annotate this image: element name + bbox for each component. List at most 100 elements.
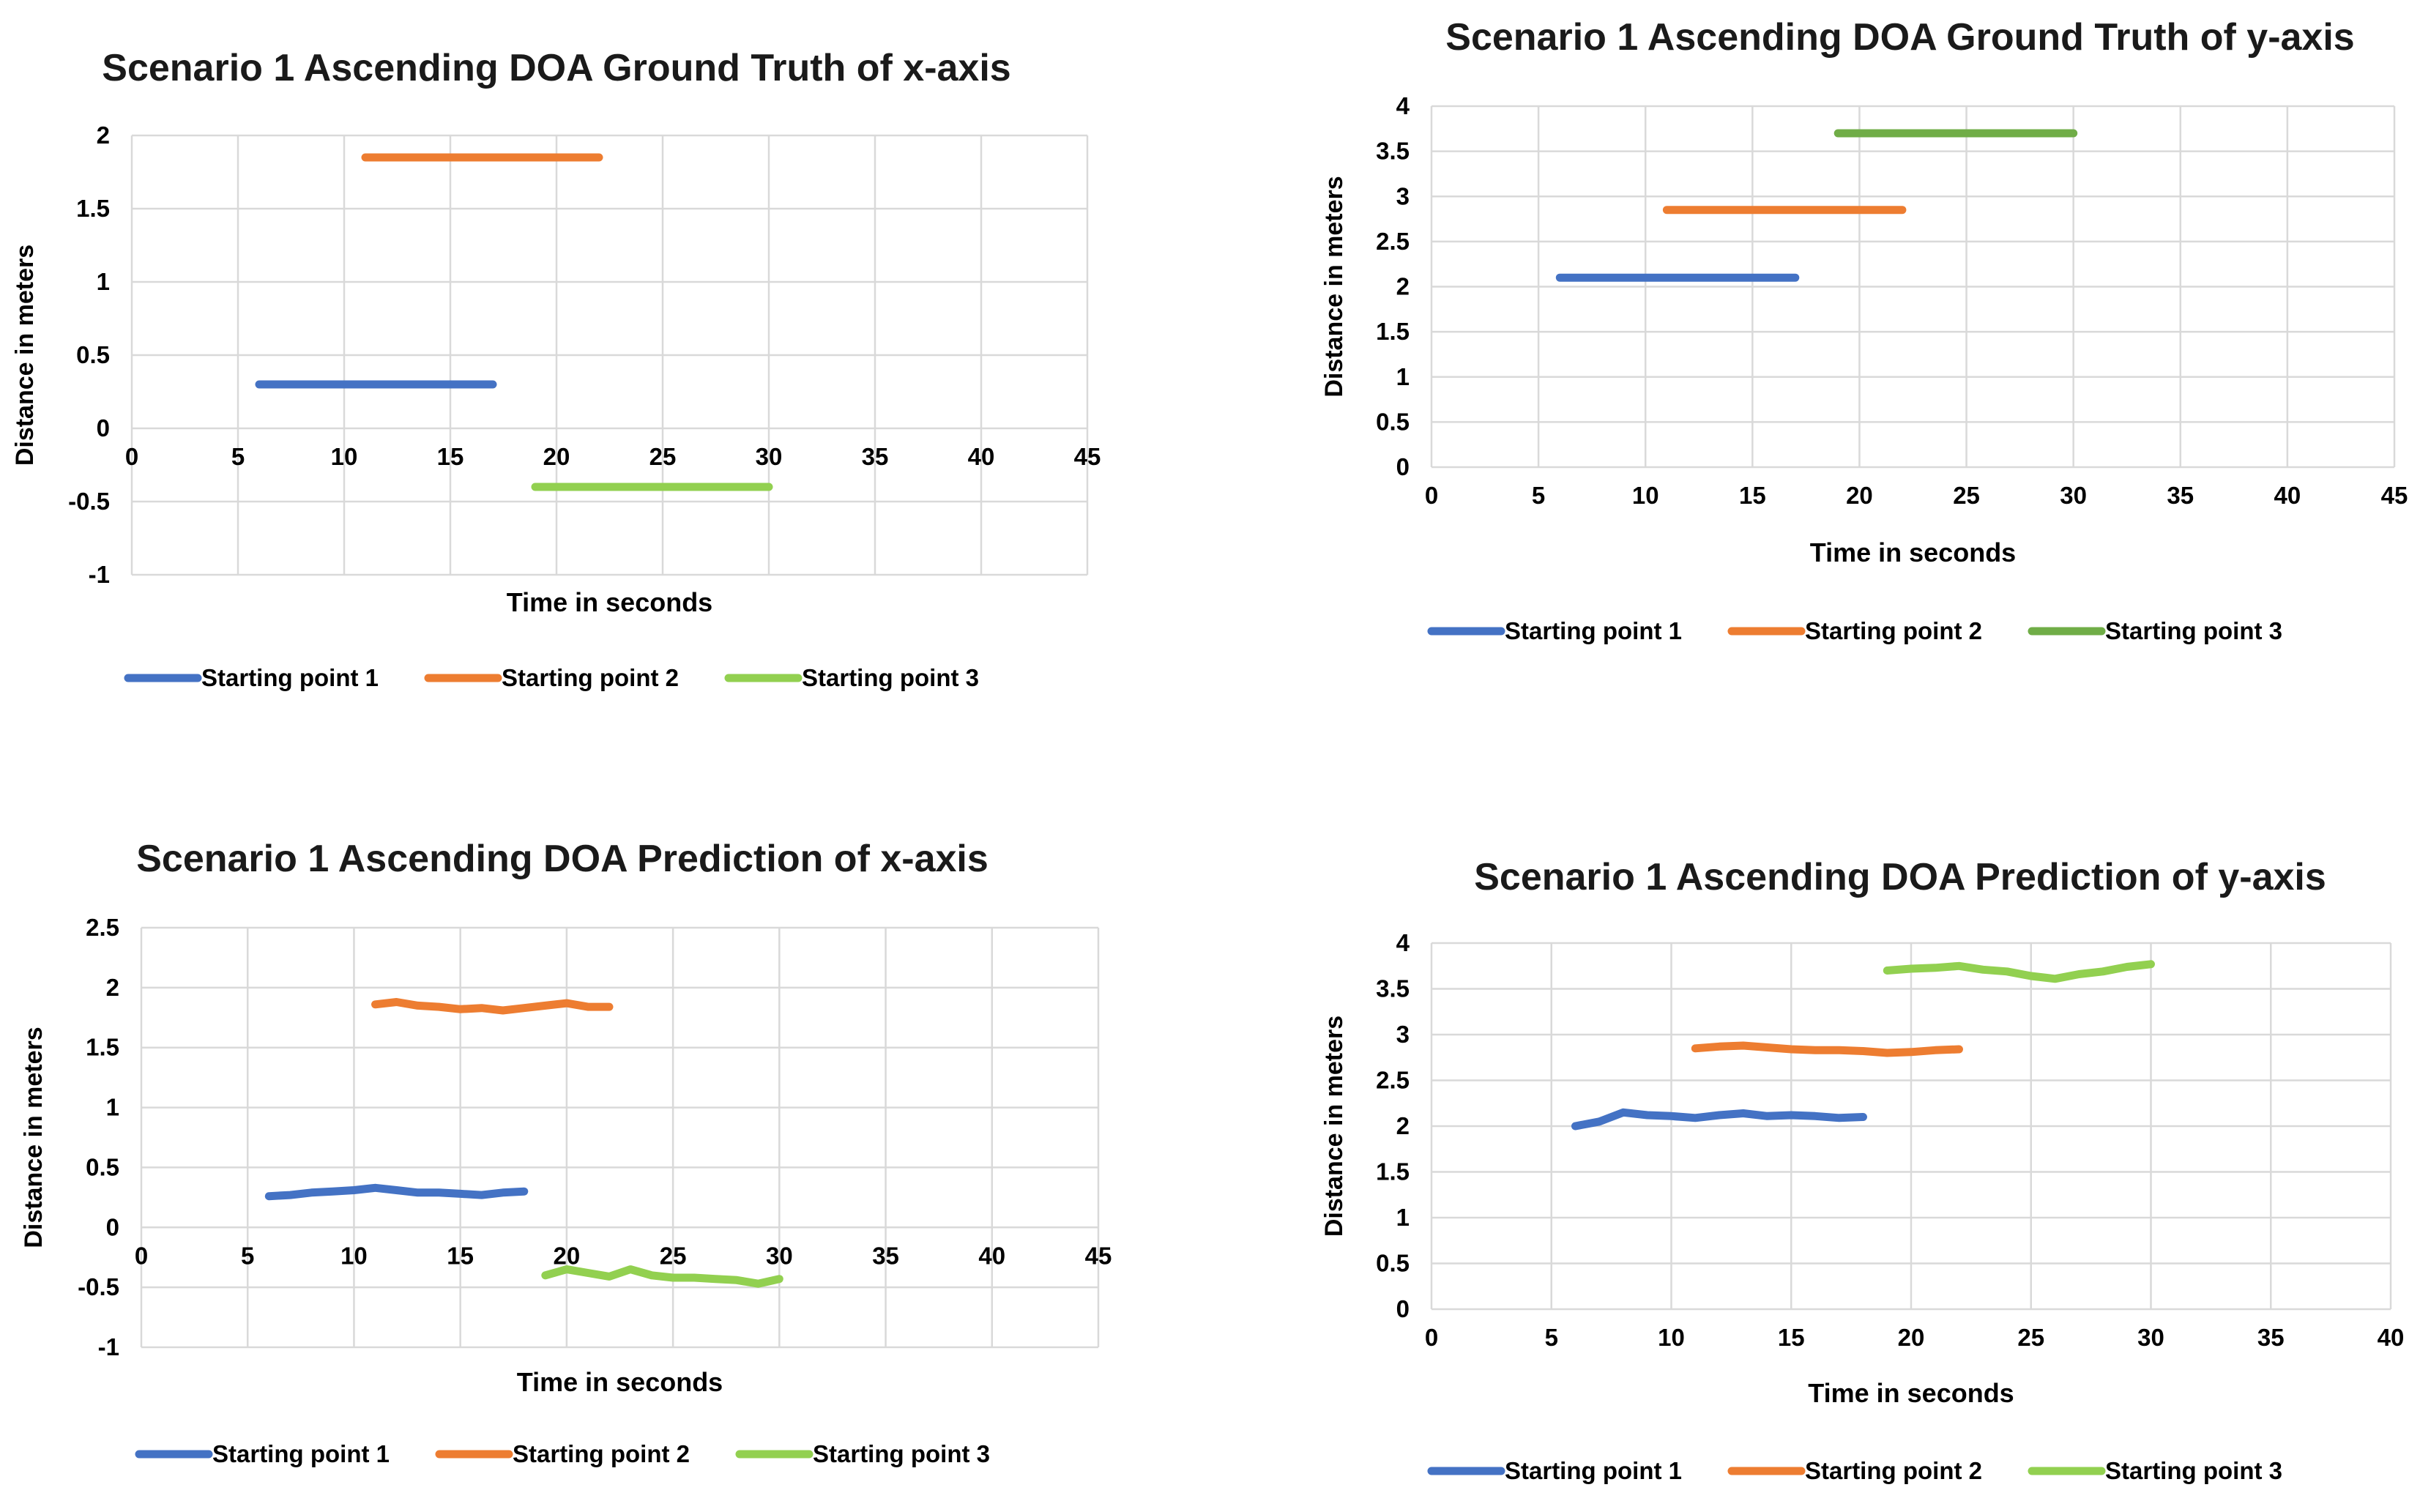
y-tick-label: 1	[1396, 363, 1410, 390]
y-axis-label: Distance in meters	[20, 1027, 48, 1248]
legend-label-3: Starting point 3	[813, 1440, 990, 1467]
x-tick-label: 5	[231, 443, 245, 470]
y-tick-label: 3	[1396, 182, 1410, 209]
y-tick-label: 0	[1396, 1295, 1410, 1322]
y-tick-label: 1	[106, 1094, 119, 1121]
legend-label-1: Starting point 1	[1505, 1457, 1682, 1484]
y-tick-label: 2	[106, 974, 119, 1001]
y-tick-label: 0.5	[1376, 408, 1410, 435]
x-tick-label: 25	[2017, 1324, 2044, 1351]
x-tick-label: 35	[2257, 1324, 2285, 1351]
y-tick-label: -1	[89, 561, 110, 588]
x-tick-label: 45	[2381, 482, 2408, 509]
y-tick-label: 2.5	[1376, 228, 1410, 255]
series-line-1	[1571, 1108, 1867, 1131]
x-tick-label: 30	[2137, 1324, 2164, 1351]
y-tick-label: 1.5	[76, 195, 110, 222]
y-axis-label: Distance in meters	[11, 245, 39, 466]
y-tick-label: -0.5	[68, 488, 110, 515]
chart-x-ground-truth: 2 1.5 1 0.5 0 -0.5 -1 0 5 10 15 20 25 30 35 40 45 Scenari…	[0, 0, 1113, 721]
legend-label-3: Starting point 3	[2105, 617, 2282, 644]
chart-svg: 2.5 2 1.5 1 0.5 0 -0.5 -1 0 5 10 15 20 25 30 35 40 45 Scen…	[20, 838, 1112, 1467]
x-tick-label: 40	[968, 443, 995, 470]
x-axis-label: Time in seconds	[1808, 1378, 2014, 1408]
x-tick-label: 25	[660, 1242, 687, 1269]
chart-svg: 4 3.5 3 2.5 2 1.5 1 0.5 00 5 10 15 20 25 30 35 40 Scenari…	[1320, 856, 2404, 1484]
x-tick-label: 30	[766, 1242, 793, 1269]
y-axis-label: Distance in meters	[1320, 176, 1348, 397]
y-tick-label: 1	[97, 268, 110, 295]
x-tick-label: 30	[756, 443, 783, 470]
y-tick-label: 0.5	[86, 1153, 119, 1180]
x-tick-label: 0	[1425, 1324, 1438, 1351]
x-tick-label: 10	[1658, 1324, 1685, 1351]
chart-title: Scenario 1 Ascending DOA Prediction of y…	[1474, 856, 2326, 898]
legend-label-1: Starting point 1	[201, 664, 379, 691]
legend-label-2: Starting point 2	[1805, 1457, 1982, 1484]
y-tick-label: 4	[1396, 92, 1410, 119]
y-tick-label: 3.5	[1376, 975, 1410, 1002]
legend-label-1: Starting point 1	[212, 1440, 390, 1467]
y-tick-label: 2	[97, 122, 110, 149]
chart-title: Scenario 1 Ascending DOA Prediction of x…	[136, 838, 989, 880]
x-axis-label: Time in seconds	[507, 587, 712, 617]
chart-title: Scenario 1 Ascending DOA Ground Truth of…	[102, 47, 1010, 89]
y-tick-label: 3	[1396, 1021, 1410, 1048]
series-line-3	[1883, 960, 2155, 983]
x-tick-label: 5	[241, 1242, 254, 1269]
series-line-2	[1691, 1041, 1963, 1057]
y-tick-label: 0	[1396, 453, 1410, 480]
y-tick-label: 4	[1396, 929, 1410, 956]
chart-y-ground-truth: 4 3.5 3 2.5 2 1.5 1 0.5 0 0 5 10 15 20 25 30 35 40 45 Scena…	[1289, 0, 2420, 685]
chart-svg: 4 3.5 3 2.5 2 1.5 1 0.5 00 5 10 15 20 25 30 35 40 45 Scena…	[1320, 16, 2408, 644]
x-tick-label: 20	[1898, 1324, 1925, 1351]
legend-label-1: Starting point 1	[1505, 617, 1682, 644]
x-tick-label: 10	[340, 1242, 368, 1269]
x-tick-label: 45	[1085, 1242, 1112, 1269]
x-tick-label: 40	[2274, 482, 2301, 509]
y-tick-label: 2.5	[1376, 1067, 1410, 1094]
series-line-2	[371, 998, 614, 1015]
chart-y-prediction: 4 3.5 3 2.5 2 1.5 1 0.5 0 0 5 10 15 20 25 30 35 40 Scenari…	[1289, 805, 2420, 1506]
x-tick-label: 20	[543, 443, 570, 470]
legend-label-2: Starting point 2	[513, 1440, 690, 1467]
legend-label-2: Starting point 2	[1805, 617, 1982, 644]
chart-svg: 2 1.5 1 0.5 0 -0.5 -1 0 5 10 15 20 25 30 35 40 45 Scenari…	[11, 47, 1101, 691]
legend-label-3: Starting point 3	[2105, 1457, 2282, 1484]
y-tick-label: 0.5	[1376, 1250, 1410, 1277]
x-tick-label: 15	[437, 443, 464, 470]
x-tick-label: 35	[2167, 482, 2194, 509]
x-tick-label: 20	[1846, 482, 1873, 509]
chart-x-prediction: 2.5 2 1.5 1 0.5 0 -0.5 -1 0 5 10 15 20 25 30 35 40 45 Scen…	[0, 791, 1113, 1512]
x-tick-label: 5	[1532, 482, 1545, 509]
x-tick-label: 15	[1739, 482, 1766, 509]
x-tick-label: 15	[447, 1242, 474, 1269]
x-tick-label: 10	[331, 443, 358, 470]
x-axis-label: Time in seconds	[1810, 537, 2016, 567]
y-tick-label: 1.5	[1376, 318, 1410, 345]
y-tick-label: -0.5	[78, 1273, 119, 1300]
y-tick-label: -1	[98, 1333, 119, 1360]
x-tick-label: 35	[862, 443, 889, 470]
y-tick-label: 0	[106, 1213, 119, 1240]
legend-label-3: Starting point 3	[802, 664, 979, 691]
series-line-1	[264, 1183, 529, 1201]
x-tick-label: 35	[872, 1242, 899, 1269]
y-axis-label: Distance in meters	[1320, 1016, 1348, 1237]
chart-title: Scenario 1 Ascending DOA Ground Truth of…	[1445, 16, 2354, 59]
x-tick-label: 15	[1778, 1324, 1805, 1351]
x-axis-label: Time in seconds	[517, 1367, 723, 1397]
x-tick-label: 0	[1425, 482, 1438, 509]
y-tick-label: 3.5	[1376, 138, 1410, 165]
x-tick-label: 0	[125, 443, 138, 470]
y-tick-label: 1.5	[1376, 1158, 1410, 1185]
y-tick-label: 0.5	[76, 341, 110, 368]
y-tick-label: 2.5	[86, 914, 119, 941]
y-tick-label: 1	[1396, 1204, 1410, 1231]
legend-label-2: Starting point 2	[502, 664, 679, 691]
y-tick-label: 1.5	[86, 1034, 119, 1061]
x-tick-label: 10	[1632, 482, 1659, 509]
x-tick-label: 0	[135, 1242, 148, 1269]
x-tick-label: 30	[2060, 482, 2087, 509]
x-tick-label: 40	[978, 1242, 1005, 1269]
